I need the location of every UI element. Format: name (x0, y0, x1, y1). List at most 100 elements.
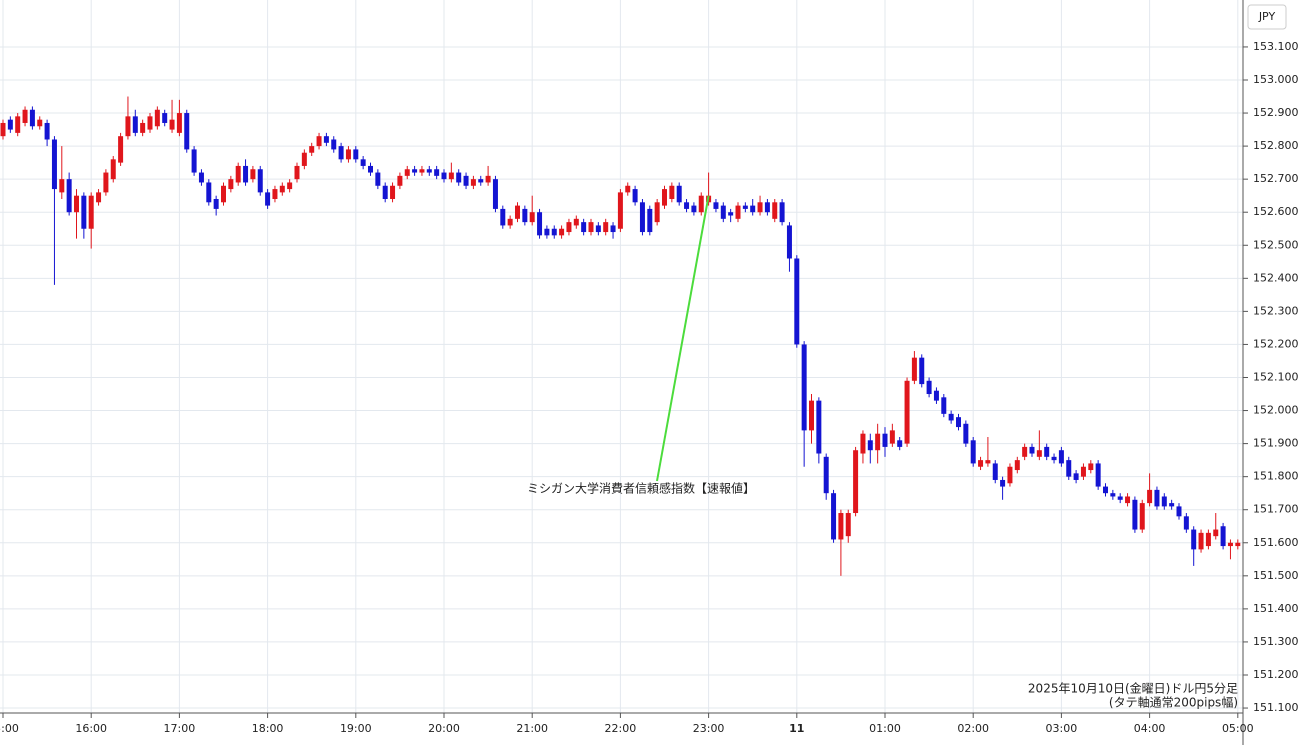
candle-body (382, 185, 388, 199)
candle-body (1058, 450, 1064, 464)
candle-body (963, 423, 969, 444)
candle-body (875, 433, 881, 451)
candle-body (176, 113, 182, 133)
candle-body (948, 413, 954, 421)
candle-body (140, 122, 146, 133)
candle-body (22, 109, 28, 123)
candle-body (44, 122, 50, 140)
candle-body (1073, 473, 1079, 480)
y-tick-label: 151.600 (1253, 536, 1299, 549)
x-tick-label: 01:00 (869, 722, 901, 735)
candle-body (1132, 499, 1138, 530)
candle-body (904, 380, 910, 444)
candle-body (353, 149, 359, 160)
y-tick-label: 151.300 (1253, 635, 1299, 648)
candle-body (933, 390, 939, 401)
y-tick-label: 153.100 (1253, 40, 1299, 53)
y-tick-label: 152.400 (1253, 271, 1299, 284)
candle-body (926, 380, 932, 395)
candle-body (735, 205, 741, 219)
candle-body (191, 149, 197, 173)
candle-body (390, 185, 396, 199)
candle-body (772, 202, 778, 219)
candle-body (235, 165, 241, 183)
candle-body (919, 357, 925, 385)
candle-body (897, 440, 903, 447)
candle-body (257, 169, 263, 193)
candle-body (1066, 460, 1072, 477)
candle-body (639, 202, 645, 233)
x-tick-label: 11 (789, 722, 804, 735)
candle-body (485, 175, 491, 183)
candle-body (132, 116, 138, 133)
candle-body (662, 189, 667, 206)
candle-body (537, 212, 543, 236)
candle-body (125, 116, 131, 137)
x-tick-label: 21:00 (516, 722, 548, 735)
candle-body (588, 222, 594, 233)
candle-body (294, 165, 300, 180)
candle-body (426, 169, 432, 173)
candle-body (647, 208, 653, 233)
candle-body (162, 113, 168, 123)
candle-body (581, 222, 587, 233)
candle-body (889, 430, 895, 444)
y-tick-label: 152.900 (1253, 106, 1299, 119)
candle-body (1103, 486, 1108, 494)
candle-body (1161, 496, 1167, 507)
candle-body (37, 119, 43, 127)
candle-body (625, 185, 631, 193)
candle-body (779, 202, 785, 223)
grid (0, 0, 1243, 713)
candle-body (463, 175, 469, 186)
candle-body (507, 218, 513, 226)
candle-body (1183, 516, 1189, 530)
candle-body (1235, 542, 1241, 547)
y-tick-label: 151.800 (1253, 470, 1299, 483)
candle-body (691, 205, 697, 213)
currency-button-label[interactable]: JPY (1258, 10, 1276, 23)
candle-body (1191, 529, 1197, 550)
candle-body (206, 182, 212, 203)
y-tick-label: 152.100 (1253, 370, 1299, 383)
candle-body (198, 172, 204, 183)
candle-body (1220, 526, 1226, 547)
candle-body (184, 113, 190, 150)
candles (0, 96, 1241, 576)
candle-body (470, 179, 476, 186)
candle-body (838, 513, 844, 540)
candle-body (412, 169, 418, 173)
candle-body (478, 179, 484, 183)
candle-body (213, 198, 219, 209)
candle-body (566, 222, 572, 233)
candle-body (573, 218, 579, 226)
candle-body (434, 169, 440, 176)
x-tick-label: 17:00 (164, 722, 196, 735)
candle-body (118, 136, 124, 163)
candle-body (956, 417, 961, 428)
candle-body (1029, 446, 1035, 454)
candle-body (978, 460, 984, 467)
candle-body (1000, 479, 1006, 487)
candle-body (970, 440, 976, 464)
candle-body (1080, 466, 1086, 477)
candle-body (551, 228, 557, 236)
x-tick-label: 19:00 (340, 722, 372, 735)
candle-body (617, 192, 623, 229)
y-tick-label: 152.300 (1253, 304, 1299, 317)
candle-body (1044, 446, 1050, 457)
candle-body (110, 159, 116, 180)
y-tick-label: 151.400 (1253, 602, 1299, 615)
candle-body (1051, 456, 1057, 461)
currency-button[interactable] (1247, 4, 1287, 30)
candle-body (522, 208, 528, 223)
x-tick-label: 16:00 (75, 722, 107, 735)
y-tick-label: 152.700 (1253, 172, 1299, 185)
candle-body (169, 119, 175, 130)
candle-body (1154, 489, 1160, 507)
candle-body (1022, 446, 1028, 457)
candle-body (345, 149, 351, 160)
candle-body (1088, 463, 1094, 471)
candle-body (265, 192, 271, 206)
